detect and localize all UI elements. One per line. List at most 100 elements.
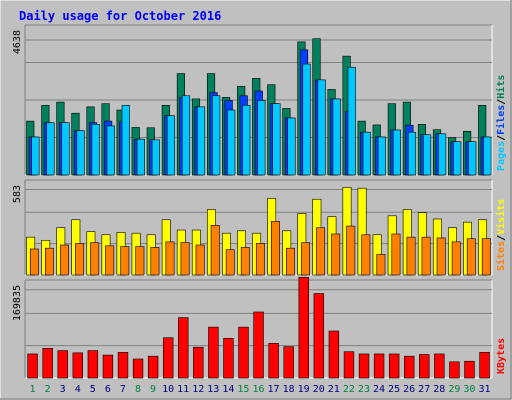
day-label-24: 24 <box>373 384 385 395</box>
bar-hits-pages-day-6 <box>106 125 115 176</box>
bar-kbytes-kbytes-day-20 <box>313 293 325 379</box>
bar-kbytes-kbytes-day-30 <box>464 360 475 379</box>
bar-visits-sites-day-30 <box>466 238 476 276</box>
bar-kbytes-kbytes-day-15 <box>238 326 249 379</box>
bar-visits-sites-day-24 <box>376 254 386 276</box>
bar-kbytes-kbytes-day-4 <box>72 352 84 379</box>
bar-kbytes-kbytes-day-6 <box>102 354 114 379</box>
day-label-3: 3 <box>60 384 66 395</box>
panel-kbytes-bars <box>27 277 490 379</box>
bar-kbytes-kbytes-day-10 <box>162 337 174 379</box>
day-label-8: 8 <box>135 384 141 395</box>
bar-kbytes-kbytes-day-17 <box>268 343 279 379</box>
bar-visits-sites-day-8 <box>135 246 145 276</box>
panel-visits-bars <box>26 187 491 276</box>
bar-hits-pages-day-13 <box>212 95 221 176</box>
bar-hits-pages-day-25 <box>392 129 402 176</box>
bar-hits-pages-day-16 <box>257 100 266 176</box>
bar-kbytes-kbytes-day-21 <box>328 330 340 379</box>
bar-hits-pages-day-2 <box>46 122 55 176</box>
bar-kbytes-kbytes-day-7 <box>117 351 129 379</box>
bar-visits-sites-day-20 <box>316 227 326 276</box>
bar-kbytes-kbytes-day-9 <box>147 355 159 379</box>
bar-kbytes-kbytes-day-18 <box>283 346 294 379</box>
bar-visits-sites-day-5 <box>90 242 100 276</box>
panel-visits: 583 Sites/Visits <box>12 179 507 276</box>
bar-hits-pages-day-23 <box>362 131 371 176</box>
legend-entry-pages: Pages <box>496 141 507 171</box>
bar-visits-sites-day-2 <box>45 247 54 276</box>
bar-hits-pages-day-30 <box>468 141 477 176</box>
day-label-10: 10 <box>162 384 174 395</box>
bar-visits-sites-day-18 <box>286 247 295 276</box>
bar-visits-sites-day-4 <box>75 243 85 276</box>
day-label-26: 26 <box>403 384 415 395</box>
bar-hits-pages-day-14 <box>227 109 236 176</box>
bar-visits-sites-day-17 <box>270 221 280 276</box>
day-label-13: 13 <box>207 384 219 395</box>
legend-entry-kbytes: KBytes <box>496 338 507 374</box>
legend-entry-visits: Visits <box>495 199 507 235</box>
bar-kbytes-kbytes-day-29 <box>449 361 460 379</box>
legend-separator: / <box>496 135 507 141</box>
bar-kbytes-kbytes-day-5 <box>87 350 99 379</box>
bar-visits-sites-day-10 <box>165 241 175 276</box>
bar-visits-sites-day-12 <box>195 244 205 276</box>
legend-entry-files: Files <box>495 105 507 135</box>
bar-kbytes-kbytes-day-27 <box>419 354 430 379</box>
day-label-16: 16 <box>252 384 264 395</box>
day-label-12: 12 <box>192 384 204 395</box>
bar-hits-pages-day-12 <box>197 106 206 176</box>
bar-visits-sites-day-6 <box>105 245 115 276</box>
bar-visits-sites-day-26 <box>406 236 416 276</box>
day-label-9: 9 <box>150 384 156 395</box>
bar-visits-sites-day-27 <box>421 236 431 276</box>
bar-hits-pages-day-4 <box>76 130 85 176</box>
day-label-21: 21 <box>328 384 340 395</box>
day-label-28: 28 <box>433 384 445 395</box>
legend-separator: / <box>496 99 507 105</box>
bar-visits-sites-day-22 <box>346 225 356 276</box>
day-label-29: 29 <box>448 384 460 395</box>
bar-visits-sites-day-1 <box>29 248 39 276</box>
panel-visits-axis-max-label: 583 <box>12 185 23 203</box>
bar-kbytes-kbytes-day-8 <box>132 358 144 379</box>
bar-visits-sites-day-9 <box>150 247 160 276</box>
bar-hits-pages-day-28 <box>438 133 447 176</box>
bar-hits-pages-day-8 <box>136 138 145 176</box>
day-label-5: 5 <box>90 384 96 395</box>
bar-kbytes-kbytes-day-16 <box>253 311 264 379</box>
day-label-20: 20 <box>313 384 325 395</box>
bar-hits-pages-day-1 <box>31 136 40 176</box>
bar-kbytes-kbytes-day-11 <box>178 317 189 379</box>
day-label-19: 19 <box>298 384 310 395</box>
bar-visits-sites-day-11 <box>180 242 190 276</box>
bar-hits-pages-day-29 <box>453 141 462 176</box>
bar-visits-sites-day-3 <box>60 244 69 276</box>
bar-visits-sites-day-7 <box>120 246 130 276</box>
chart-title: Daily usage for October 2016 <box>19 9 221 23</box>
legend-separator: / <box>496 235 507 241</box>
day-label-31: 31 <box>478 384 490 395</box>
day-label-14: 14 <box>222 384 234 395</box>
panel-hits-bars <box>26 38 492 176</box>
day-label-15: 15 <box>237 384 249 395</box>
bar-hits-pages-day-31 <box>483 136 492 176</box>
panel-kbytes-legend: KBytes <box>496 338 507 374</box>
bar-hits-pages-day-21 <box>332 98 341 176</box>
bar-visits-sites-day-19 <box>301 242 311 276</box>
panel-visits-legend: Sites/Visits <box>495 199 507 271</box>
panel-hits-legend: Pages/Files/Hits <box>495 75 507 171</box>
bar-hits-pages-day-17 <box>272 103 281 176</box>
bar-hits-pages-day-22 <box>347 66 356 176</box>
bar-visits-sites-day-23 <box>361 234 371 276</box>
day-label-2: 2 <box>45 384 51 395</box>
day-label-18: 18 <box>283 384 295 395</box>
bar-kbytes-kbytes-day-3 <box>57 350 68 379</box>
day-label-17: 17 <box>268 384 280 395</box>
bar-hits-pages-day-15 <box>242 104 251 176</box>
day-label-27: 27 <box>418 384 430 395</box>
day-label-6: 6 <box>105 384 111 395</box>
bar-visits-sites-day-29 <box>451 241 461 276</box>
